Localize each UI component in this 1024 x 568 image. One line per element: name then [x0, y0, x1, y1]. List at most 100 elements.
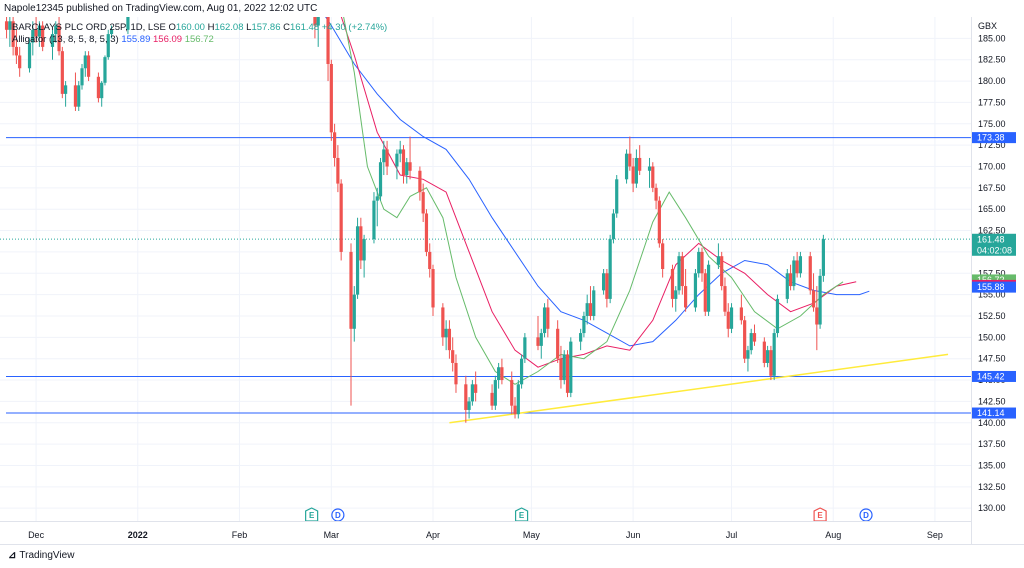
candle-body: [382, 149, 386, 163]
candle-body: [762, 341, 766, 363]
candle: [638, 145, 642, 176]
candle: [798, 251, 803, 278]
trendline[interactable]: [449, 353, 949, 424]
candle-body: [362, 239, 366, 261]
candle-body: [513, 405, 517, 415]
earnings-event-icon[interactable]: E: [305, 507, 319, 522]
candle: [451, 337, 455, 372]
candle: [31, 21, 35, 56]
x-tick-label: Jun: [626, 530, 641, 540]
y-tick-label: 155.00: [978, 290, 1006, 300]
earnings-event-icon[interactable]: E: [813, 507, 827, 522]
candle-body: [8, 21, 12, 30]
candle-body: [54, 25, 58, 35]
symbol-name[interactable]: BARCLAYS PLC ORD 25P, 1D, LSE: [12, 22, 166, 33]
dividend-event-icon[interactable]: D: [331, 508, 345, 522]
price-chart[interactable]: E D E E D 130.00 132.50 135.00 137.50 140.00 142.…: [0, 17, 1024, 544]
candle: [739, 294, 743, 325]
publish-header: Napole12345 published on TradingView.com…: [0, 0, 1024, 17]
y-tick-label: 182.50: [978, 55, 1006, 65]
candle: [785, 269, 789, 304]
candle-body: [743, 320, 747, 359]
candle-body: [792, 260, 796, 287]
candles: [4, 17, 825, 423]
candle-body: [523, 337, 527, 359]
candle-body: [601, 273, 606, 291]
candle-body: [565, 354, 570, 393]
y-tick-label: 137.50: [978, 439, 1006, 449]
earnings-event-icon[interactable]: E: [514, 507, 529, 522]
candle-body: [352, 294, 356, 329]
candle-body: [818, 275, 822, 325]
price-tag-label: 145.42: [977, 371, 1005, 381]
candle-body: [726, 311, 730, 329]
candle: [329, 59, 333, 141]
candle-body: [739, 307, 743, 321]
time-axis[interactable]: Dec 2022 Feb Mar Apr May Jun Jul Aug Sep: [28, 530, 943, 540]
candle-body: [536, 337, 540, 346]
candle: [398, 140, 402, 163]
candle-body: [657, 200, 661, 244]
candle-body: [418, 170, 422, 193]
candle: [536, 315, 540, 351]
alligator-lines: [325, 17, 870, 385]
candle: [73, 72, 78, 111]
candle: [500, 358, 504, 385]
candle-body: [96, 76, 101, 99]
candle: [106, 29, 110, 60]
publish-text: Napole12345 published on TradingView.com…: [4, 3, 318, 14]
candle-body: [631, 166, 635, 184]
candle-body: [86, 55, 91, 77]
candle: [579, 328, 583, 351]
y-tick-label: 172.50: [978, 140, 1006, 150]
candle-body: [579, 333, 583, 342]
candle-body: [585, 303, 589, 316]
candle: [674, 286, 678, 312]
y-tick-label: 140.00: [978, 418, 1006, 428]
candle: [316, 17, 320, 47]
candle-body: [339, 183, 343, 252]
candle: [703, 269, 707, 316]
candle-body: [628, 153, 632, 167]
horizontal-levels: [0, 137, 971, 414]
candle-body: [401, 149, 406, 176]
chart-legend: BARCLAYS PLC ORD 25P, 1D, LSE O160.00 H1…: [12, 22, 387, 46]
price-axis[interactable]: 130.00 132.50 135.00 137.50 140.00 142.50 145.…: [978, 33, 1006, 513]
candle-body: [808, 256, 812, 291]
ohlc-close: C161.48: [283, 22, 320, 33]
candle-body: [349, 251, 353, 329]
candle: [775, 294, 780, 338]
candle: [700, 247, 704, 282]
candle-body: [454, 362, 458, 385]
support-trendline[interactable]: [449, 353, 949, 424]
candle: [109, 25, 114, 39]
candle: [18, 46, 22, 77]
candle: [772, 328, 776, 381]
candle-body: [546, 307, 550, 329]
candle-body: [77, 85, 81, 107]
candle: [50, 29, 55, 60]
candle: [37, 21, 41, 47]
candle-body: [706, 264, 711, 312]
price-tag-label: 155.88: [977, 282, 1005, 292]
candle-body: [821, 239, 825, 276]
candle-body: [638, 157, 642, 171]
candle-body: [50, 34, 55, 47]
grid: [0, 17, 971, 521]
tradingview-logo-icon[interactable]: ⊿: [8, 550, 16, 561]
candle-body: [647, 166, 652, 171]
indicator-name[interactable]: Alligator (13, 8, 5, 8, 5, 3): [12, 34, 119, 45]
candle: [811, 273, 816, 312]
candle: [382, 140, 386, 176]
candle: [795, 251, 799, 278]
candle-body: [34, 29, 38, 37]
candle: [513, 397, 517, 419]
candle-body: [31, 29, 35, 43]
dividend-event-icon[interactable]: D: [859, 508, 873, 522]
candle-body: [815, 307, 819, 325]
candle: [27, 38, 32, 73]
candle-body: [519, 358, 524, 385]
candle: [808, 251, 812, 295]
candle: [4, 17, 9, 39]
